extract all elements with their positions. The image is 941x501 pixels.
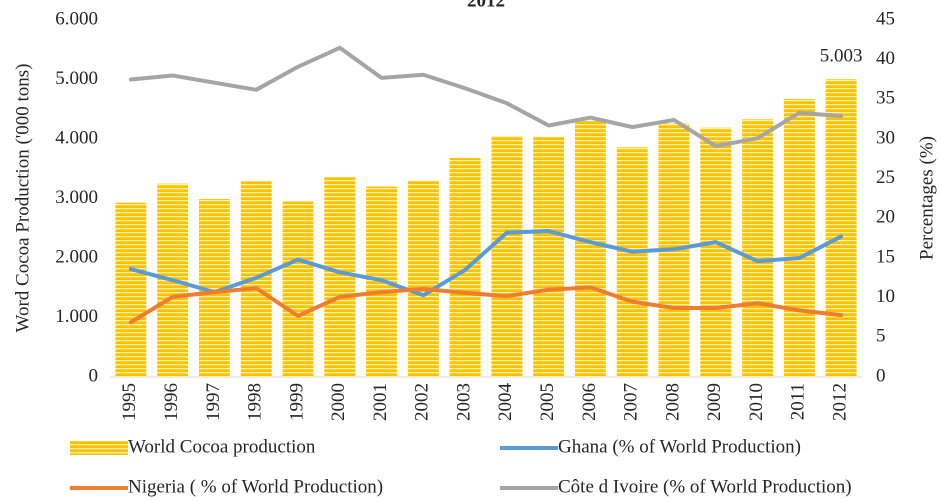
bar: [324, 177, 356, 377]
bar: [533, 136, 565, 377]
bar: [742, 119, 774, 378]
legend-label: World Cocoa production: [128, 436, 316, 457]
legend-label: Côte d Ivoire (% of World Production): [558, 476, 852, 497]
x-tick-label: 2010: [746, 383, 767, 421]
y2-tick-label: 0: [876, 365, 886, 386]
bar: [700, 127, 732, 377]
legend-label: Nigeria ( % of World Production): [128, 476, 383, 497]
y2-tick-label: 10: [876, 286, 895, 307]
y-tick-label: 2.000: [55, 246, 98, 267]
line: [128, 45, 844, 149]
y2-tick-label: 35: [876, 88, 895, 109]
x-tick-label: 1999: [286, 383, 307, 421]
bar: [282, 201, 314, 377]
x-tick-label: 1995: [119, 383, 140, 421]
bar: [825, 79, 857, 377]
y2-tick-label: 45: [876, 8, 895, 29]
data-label: 5.003: [820, 46, 863, 67]
y-axis-label: Word Cocoa Production ('000 tons): [12, 64, 33, 333]
x-tick-label: 2003: [453, 383, 474, 421]
bar: [407, 180, 439, 377]
x-tick-label: 2009: [704, 383, 725, 421]
chart-title: 2012: [467, 0, 505, 11]
y2-tick-label: 40: [876, 48, 895, 69]
bar: [115, 202, 147, 377]
y2-tick-label: 15: [876, 246, 895, 267]
legend-swatch: [70, 441, 128, 455]
x-tick-label: 2004: [495, 383, 516, 422]
bar: [616, 147, 648, 377]
y-tick-label: 1.000: [55, 306, 98, 327]
x-tick-label: 1998: [245, 383, 266, 421]
x-tick-label: 2012: [829, 383, 850, 421]
y-tick-label: 6.000: [55, 8, 98, 29]
y2-axis-label: Percentages (%): [916, 136, 937, 260]
y-tick-label: 4.000: [55, 127, 98, 148]
x-tick-label: 1996: [161, 383, 182, 421]
x-tick-label: 2011: [788, 383, 809, 420]
x-tick-label: 2005: [537, 383, 558, 421]
line: [128, 285, 844, 325]
y2-tick-label: 5: [876, 326, 886, 347]
legend-label: Ghana (% of World Production): [558, 436, 801, 457]
y-tick-label: 5.000: [55, 68, 98, 89]
bar: [574, 120, 606, 378]
y2-tick-label: 30: [876, 127, 895, 148]
x-tick-label: 1997: [203, 383, 224, 421]
bar: [491, 136, 523, 377]
line: [128, 229, 844, 298]
x-tick-label: 2006: [579, 383, 600, 421]
y2-tick-label: 20: [876, 207, 895, 228]
y-tick-label: 0: [89, 365, 99, 386]
x-tick-label: 2000: [328, 383, 349, 421]
x-tick-label: 2008: [662, 383, 683, 421]
x-tick-label: 2002: [412, 383, 433, 421]
y-tick-label: 3.000: [55, 187, 98, 208]
x-tick-label: 2007: [621, 383, 642, 421]
bar: [783, 99, 815, 377]
x-tick-label: 2001: [370, 383, 391, 421]
y2-tick-label: 25: [876, 167, 895, 188]
